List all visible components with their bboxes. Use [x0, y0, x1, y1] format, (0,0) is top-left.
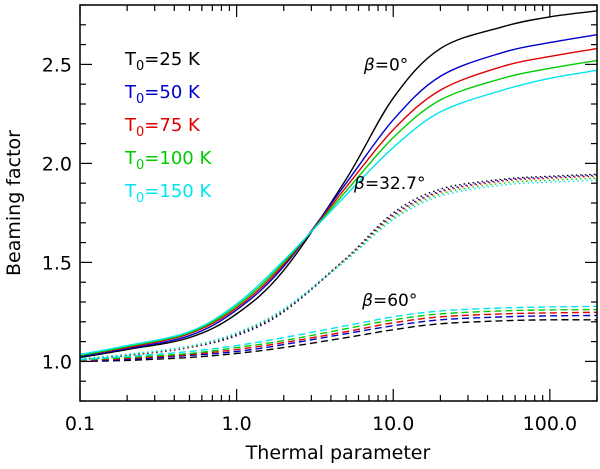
y-axis-title: Beaming factor	[3, 130, 25, 276]
legend-label: =150 K	[144, 181, 212, 202]
legend-label: =25 K	[144, 49, 201, 70]
beta-value: =0°	[375, 55, 409, 75]
y-tick-label: 1.5	[42, 252, 72, 274]
x-axis-title: Thermal parameter	[245, 442, 431, 464]
series-line-beta0-4	[79, 69, 598, 356]
beta-value: =32.7°	[365, 174, 426, 194]
series-line-beta60-14	[79, 305, 598, 361]
y-tick-label: 2.5	[42, 54, 72, 76]
beta-annotation: β=32.7°	[353, 174, 425, 194]
legend-entry: T0=100 K	[124, 148, 212, 173]
series-line-beta32-8	[79, 177, 598, 360]
beta-annotation: β=60°	[361, 291, 417, 311]
series-line-beta60-12	[79, 311, 598, 362]
legend-prefix: T	[124, 115, 137, 136]
series-line-beta0-3	[79, 59, 598, 357]
beta-symbol: β	[361, 291, 373, 311]
legend-prefix: T	[124, 82, 137, 103]
legend-label: =50 K	[144, 82, 201, 103]
beta-annotation: β=0°	[363, 55, 408, 75]
annotations: β=0°β=32.7°β=60°	[353, 55, 425, 311]
legend-prefix: T	[124, 49, 137, 70]
series-line-beta60-10	[79, 319, 598, 363]
x-tick-label: 1.0	[222, 413, 252, 435]
x-tick-label: 10.0	[372, 413, 414, 435]
legend-subscript: 0	[136, 125, 144, 140]
series-line-beta0-0	[79, 10, 598, 359]
legend-prefix: T	[124, 148, 137, 169]
beta-value: =60°	[373, 291, 417, 311]
x-tick-label: 100.0	[523, 413, 577, 435]
legend: T0=25 KT0=50 KT0=75 KT0=100 KT0=150 K	[124, 49, 212, 206]
axes-layer: 0.1 1.0 10.0 100.0 1.0 1.5 2.0 2.5	[42, 4, 598, 435]
y-tick-label: 1.0	[42, 351, 72, 373]
series-line-beta32-9	[79, 179, 598, 360]
beta-symbol: β	[353, 174, 365, 194]
legend-entry: T0=50 K	[124, 82, 201, 107]
y-tick-label: 2.0	[42, 153, 72, 175]
legend-label: =75 K	[144, 115, 201, 136]
series-layer	[79, 10, 598, 363]
legend-entry: T0=25 K	[124, 49, 201, 74]
legend-entry: T0=75 K	[124, 115, 201, 140]
series-line-beta60-11	[79, 314, 598, 362]
legend-label: =100 K	[144, 148, 212, 169]
series-line-beta0-1	[79, 34, 598, 358]
legend-subscript: 0	[136, 158, 144, 173]
plot-frame	[79, 4, 598, 402]
legend-prefix: T	[124, 181, 137, 202]
legend-subscript: 0	[136, 92, 144, 107]
x-tick-label: 0.1	[65, 413, 95, 435]
legend-entry: T0=150 K	[124, 181, 212, 206]
series-line-beta60-13	[79, 308, 598, 361]
series-line-beta0-2	[79, 47, 598, 357]
series-line-beta32-7	[79, 175, 598, 360]
legend-subscript: 0	[136, 191, 144, 206]
beta-symbol: β	[363, 55, 375, 75]
legend-subscript: 0	[136, 59, 144, 74]
